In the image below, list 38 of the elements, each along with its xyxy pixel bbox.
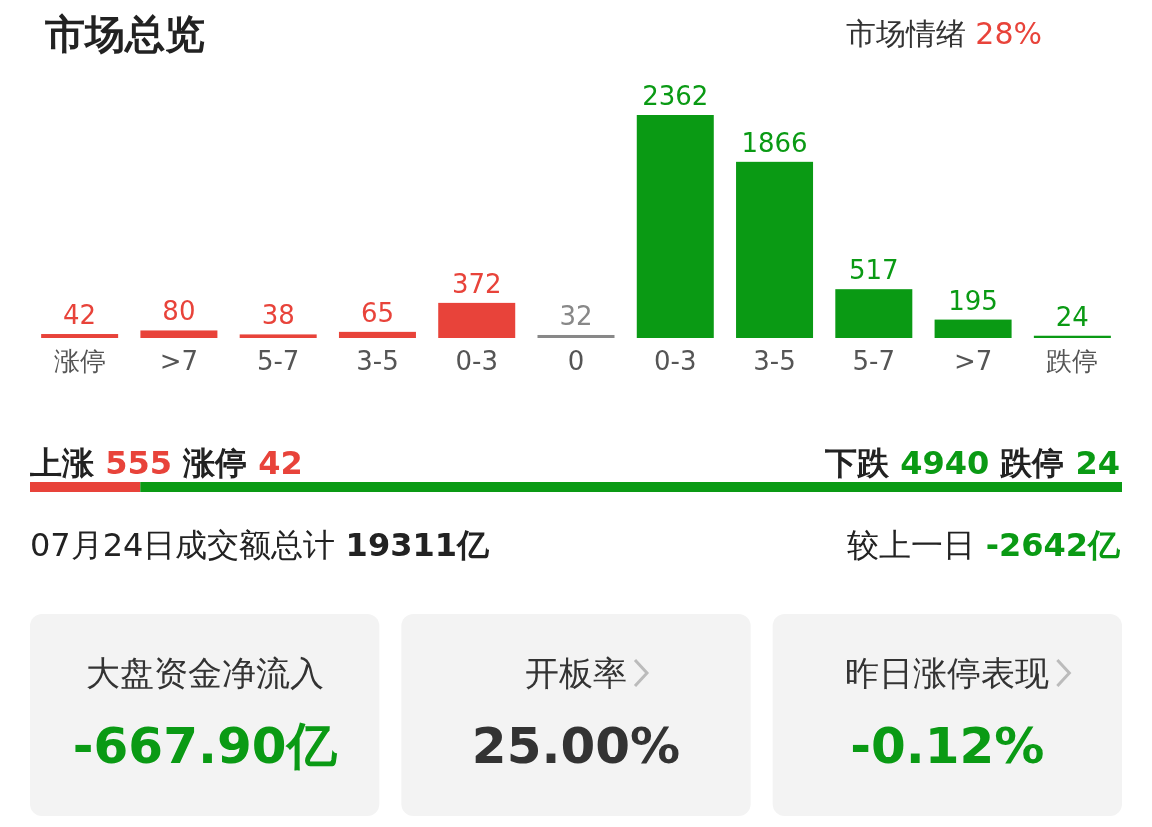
data-label: 1866 <box>741 127 808 158</box>
text: -0.12% <box>850 717 1045 775</box>
data-label: 65 <box>360 297 394 328</box>
text: -667.90亿 <box>72 717 337 775</box>
category-label: 昨日涨停表现 <box>845 653 1050 693</box>
x-tick-label: 5-7 <box>256 346 300 376</box>
series-label: 上涨 <box>29 444 106 482</box>
text: 市场情绪 28% <box>845 16 1042 51</box>
x-tick-label: 0 <box>567 346 585 376</box>
category-label: 开板率 <box>525 653 627 693</box>
x-tick-label: 跌停 <box>1046 346 1099 376</box>
x-tick-label: 5-7 <box>852 346 896 376</box>
text: 07月24日成交额总计 19311亿 <box>30 526 490 564</box>
annotation: 涨停 42 <box>182 444 303 482</box>
text: 25.00% <box>471 717 681 775</box>
chart-title: 市场总览 <box>44 11 205 57</box>
x-tick-label: 0-3 <box>455 346 498 376</box>
data-label: 4940 <box>900 444 1001 482</box>
x-tick-label: >7 <box>159 346 199 376</box>
text: 较上一日 -2642亿 <box>847 526 1121 564</box>
series-label: 下跌 <box>823 444 901 482</box>
x-tick-label: 涨停 <box>53 346 106 376</box>
data-label: 195 <box>948 285 998 316</box>
x-tick-label: >7 <box>953 346 993 376</box>
category-label: 大盘资金净流入 <box>85 653 324 693</box>
data-label: 32 <box>559 300 593 331</box>
data-label: 517 <box>849 255 899 286</box>
x-tick-label: 3-5 <box>356 346 399 376</box>
x-tick-label: 3-5 <box>753 346 796 376</box>
data-label: 80 <box>162 296 196 327</box>
data-label: 42 <box>63 300 97 331</box>
data-label: 2362 <box>642 81 709 111</box>
data-label: 372 <box>451 268 502 299</box>
data-label: 24 <box>1055 301 1089 332</box>
data-label: 555 <box>105 444 184 482</box>
x-tick-label: 0-3 <box>654 346 697 376</box>
data-label: 38 <box>261 300 295 331</box>
annotation: 跌停 24 <box>999 444 1120 482</box>
